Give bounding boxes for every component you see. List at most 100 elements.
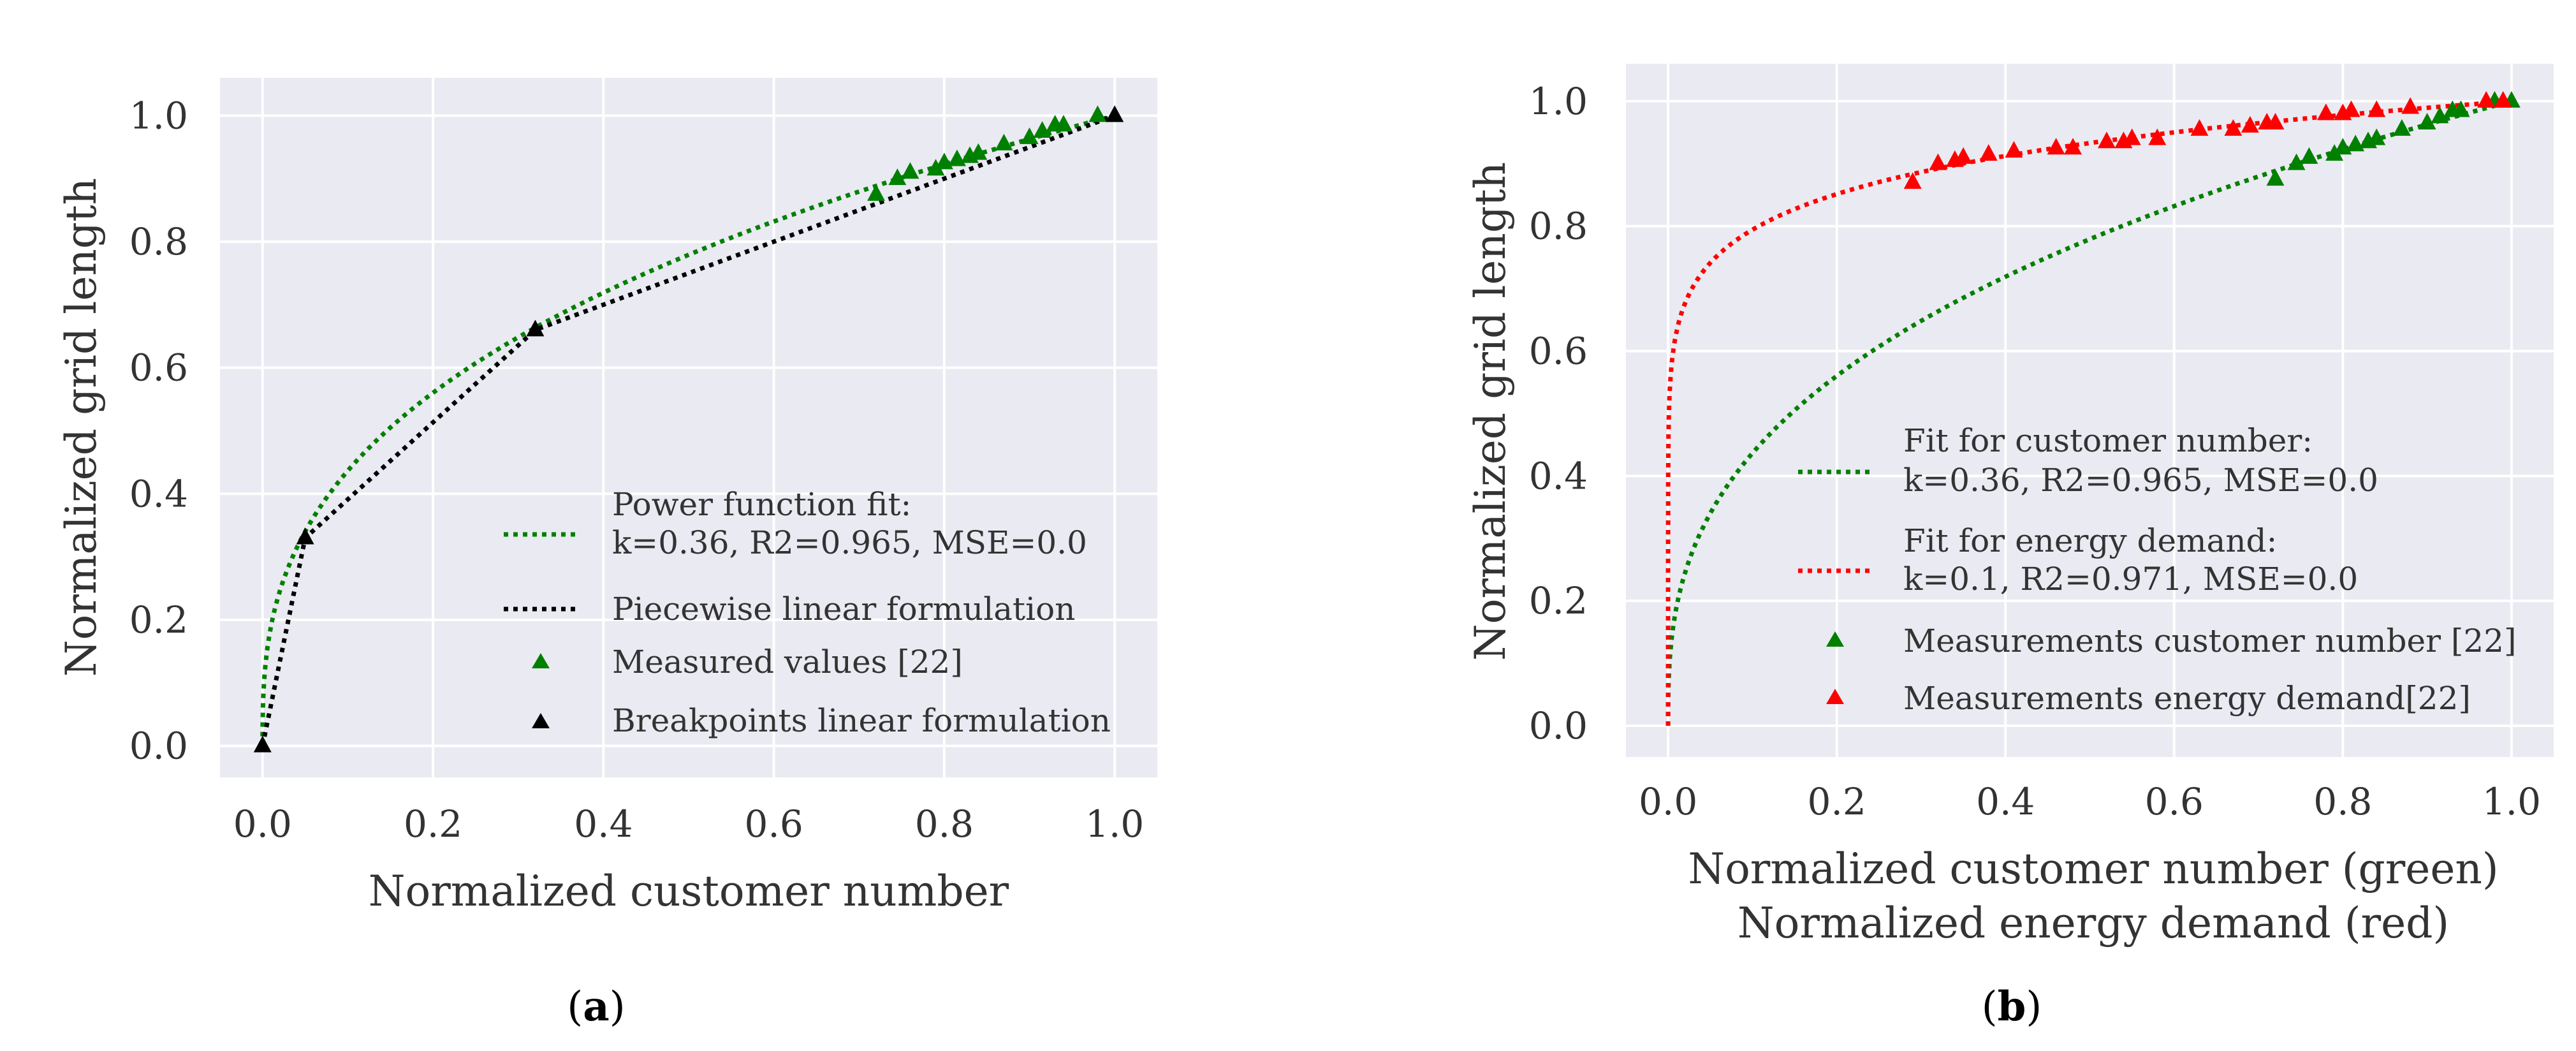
x-tick-label-a: 0.0 <box>233 802 292 846</box>
x-axis-label-b-line2: Normalized energy demand (red) <box>1738 899 2449 948</box>
legend-b: Fit for customer number: k=0.36, R2=0.96… <box>1798 422 2517 717</box>
legend-label-customer-fit-b: Fit for customer number: <box>1903 422 2313 459</box>
marker-measurements-energy-demand-22- <box>2477 91 2496 108</box>
series-line-piecewise-linear-formulation <box>260 114 1116 747</box>
marker-measurements-customer-number-22- <box>2325 143 2344 161</box>
y-tick-label-b: 0.8 <box>1529 205 1588 248</box>
y-axis-label-a: Normalized grid length <box>57 178 106 677</box>
series-a <box>253 105 1124 753</box>
x-tick-label-b: 0.2 <box>1808 780 1866 823</box>
x-tick-label-a: 0.4 <box>574 802 633 846</box>
marker-measurements-customer-number-22- <box>2266 169 2285 186</box>
marker-measured-values-22- <box>901 162 919 179</box>
legend-marker-breakpoints-a <box>532 713 550 728</box>
marker-measurements-energy-demand-22- <box>2342 100 2360 117</box>
legend-a: Power function fit: k=0.36, R2=0.965, MS… <box>504 486 1111 739</box>
marker-measurements-customer-number-22- <box>2392 119 2411 136</box>
marker-measured-values-22- <box>1020 127 1039 144</box>
y-tick-label-b: 0.6 <box>1529 329 1588 372</box>
marker-measurements-energy-demand-22- <box>2097 131 2116 149</box>
legend-label-power-fit-stats-a: k=0.36, R2=0.965, MSE=0.0 <box>612 524 1087 561</box>
marker-measurements-energy-demand-22- <box>2047 138 2065 155</box>
marker-measured-values-22- <box>888 168 907 186</box>
marker-measurements-energy-demand-22- <box>2123 128 2141 145</box>
marker-measured-values-22- <box>1088 105 1107 122</box>
x-tick-label-a: 1.0 <box>1085 802 1144 846</box>
plot-area-b <box>1626 64 2554 757</box>
legend-label-power-fit-a: Power function fit: <box>612 486 911 523</box>
plot-area-a <box>220 78 1157 777</box>
x-axis-label-b: Normalized customer number (green) <box>1688 844 2498 893</box>
y-tick-label-a: 0.8 <box>129 220 188 263</box>
series-line-power-function-fit <box>260 113 1116 746</box>
y-tick-label-a: 0.6 <box>129 346 188 390</box>
marker-measurements-energy-demand-22- <box>2266 113 2285 130</box>
y-tick-label-b: 0.2 <box>1529 579 1588 622</box>
marker-measurements-customer-number-22- <box>2287 153 2306 170</box>
marker-measured-values-22- <box>926 159 945 176</box>
x-tick-label-b: 0.6 <box>2145 780 2204 823</box>
caption-close-a: ) <box>610 983 626 1031</box>
grid-a <box>220 78 1157 777</box>
x-tick-label-b: 0.0 <box>1639 780 1697 823</box>
legend-label-energy-meas-b: Measurements energy demand[22] <box>1903 680 2471 717</box>
x-tick-label-b: 0.8 <box>2313 780 2372 823</box>
marker-measurements-energy-demand-22- <box>2494 91 2512 108</box>
marker-measurements-energy-demand-22- <box>2367 100 2386 117</box>
legend-label-customer-fit-stats-b: k=0.36, R2=0.965, MSE=0.0 <box>1903 462 2378 499</box>
marker-measurements-energy-demand-22- <box>1979 143 1998 161</box>
y-tick-label-a: 1.0 <box>129 94 188 137</box>
y-tick-label-a: 0.0 <box>129 724 188 768</box>
grid-b <box>1626 64 2554 757</box>
marker-measurements-energy-demand-22- <box>1929 153 1947 170</box>
marker-measurements-energy-demand-22- <box>2190 119 2209 136</box>
legend-marker-customer-meas-b <box>1826 631 1844 647</box>
y-tick-label-b: 0.0 <box>1529 704 1588 747</box>
marker-measurements-customer-number-22- <box>2452 100 2470 117</box>
marker-measurements-energy-demand-22- <box>2224 119 2243 136</box>
yticks-a: 0.0 0.2 0.4 0.6 0.8 1.0 <box>129 94 188 767</box>
marker-measurements-customer-number-22- <box>2367 128 2386 145</box>
marker-measurements-energy-demand-22- <box>1903 172 1922 189</box>
series-b <box>1665 91 2521 726</box>
marker-measured-values-22- <box>995 133 1013 151</box>
marker-measurements-energy-demand-22- <box>2005 141 2023 158</box>
x-tick-label-a: 0.8 <box>915 802 974 846</box>
marker-breakpoints-linear-formulation <box>296 527 314 545</box>
legend-marker-measured-a <box>532 653 550 668</box>
yticks-b: 0.0 0.2 0.4 0.6 0.8 1.0 <box>1529 80 1588 747</box>
marker-measurements-energy-demand-22- <box>2241 115 2259 133</box>
legend-label-energy-fit-stats-b: k=0.1, R2=0.971, MSE=0.0 <box>1903 561 2358 598</box>
chart-b: 0.0 0.2 0.4 0.6 0.8 1.0 0.0 0.2 0.4 0.6 … <box>1466 64 2554 1031</box>
caption-open-b: ( <box>1982 983 1998 1031</box>
caption-letter-b: b <box>1998 983 2026 1031</box>
chart-a: 0.0 0.2 0.4 0.6 0.8 1.0 0.0 0.2 0.4 0.6 … <box>57 78 1157 1031</box>
caption-close-b: ) <box>2026 983 2042 1031</box>
marker-measurements-energy-demand-22- <box>2064 138 2082 155</box>
marker-breakpoints-linear-formulation <box>526 320 545 337</box>
marker-measurements-customer-number-22- <box>2300 147 2318 164</box>
xticks-b: 0.0 0.2 0.4 0.6 0.8 1.0 <box>1639 780 2541 823</box>
legend-label-customer-meas-b: Measurements customer number [22] <box>1903 622 2517 659</box>
xticks-a: 0.0 0.2 0.4 0.6 0.8 1.0 <box>233 802 1145 846</box>
marker-measured-values-22- <box>969 143 988 160</box>
caption-b: (b) <box>1982 983 2042 1031</box>
x-tick-label-a: 0.6 <box>745 802 803 846</box>
marker-measurements-energy-demand-22- <box>2148 128 2167 145</box>
legend-label-energy-fit-b: Fit for energy demand: <box>1903 522 2277 559</box>
caption-a: (a) <box>567 983 625 1031</box>
marker-breakpoints-linear-formulation <box>1106 105 1124 122</box>
legend-label-breakpoints-a: Breakpoints linear formulation <box>612 702 1111 739</box>
marker-measurements-energy-demand-22- <box>2401 97 2420 114</box>
marker-measurements-customer-number-22- <box>2431 107 2449 124</box>
marker-measurements-energy-demand-22- <box>2316 103 2335 121</box>
y-axis-label-b: Normalized grid length <box>1466 162 1515 661</box>
caption-letter-a: a <box>583 983 609 1031</box>
y-tick-label-a: 0.4 <box>129 472 188 515</box>
y-tick-label-b: 0.4 <box>1529 454 1588 497</box>
x-axis-label-a: Normalized customer number <box>369 867 1009 916</box>
legend-label-piecewise-a: Piecewise linear formulation <box>612 591 1075 628</box>
marker-measured-values-22- <box>1033 121 1051 138</box>
y-tick-label-a: 0.2 <box>129 598 188 642</box>
y-tick-label-b: 1.0 <box>1529 80 1588 123</box>
